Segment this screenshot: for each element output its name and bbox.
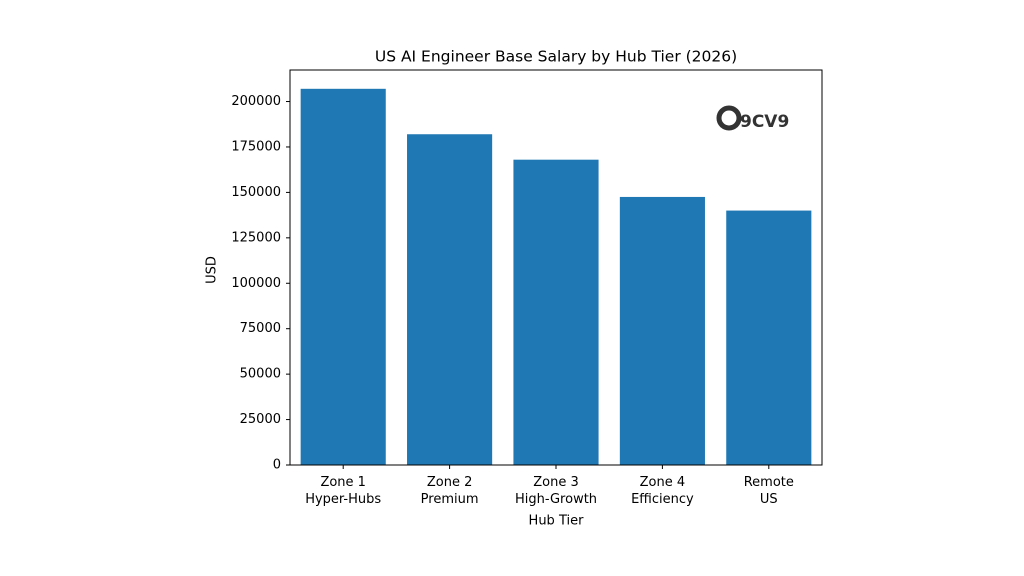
x-tick-label: Zone 2 Premium (420, 475, 479, 507)
bar (619, 196, 705, 465)
y-axis-label: USD (205, 256, 220, 284)
x-tick-label: Remote US (743, 475, 794, 507)
x-tick-label: Zone 3 High-Growth (514, 475, 598, 507)
watermark-logo: 9CV9 (716, 105, 789, 132)
y-tick-label: 0 (273, 458, 281, 473)
y-tick-label: 100000 (231, 276, 281, 291)
bar (407, 134, 493, 465)
plot-frame (289, 69, 823, 466)
y-tick-label: 200000 (231, 94, 281, 109)
logo-icon (716, 105, 742, 131)
x-tick-label: Zone 4 Efficiency (631, 475, 694, 507)
bar (726, 210, 812, 465)
x-tick-label: Zone 1 Hyper-Hubs (305, 475, 382, 507)
x-axis-label: Hub Tier (529, 514, 585, 529)
y-tick-label: 175000 (231, 139, 281, 154)
y-tick-label: 25000 (240, 412, 281, 427)
bar (513, 159, 599, 466)
watermark-text: 9CV9 (740, 112, 789, 132)
y-tick-label: 125000 (231, 230, 281, 245)
y-tick-label: 50000 (240, 367, 281, 382)
chart-title: US AI Engineer Base Salary by Hub Tier (… (375, 48, 737, 66)
y-tick-label: 150000 (231, 185, 281, 200)
bar (300, 88, 386, 466)
y-tick-label: 75000 (240, 321, 281, 336)
